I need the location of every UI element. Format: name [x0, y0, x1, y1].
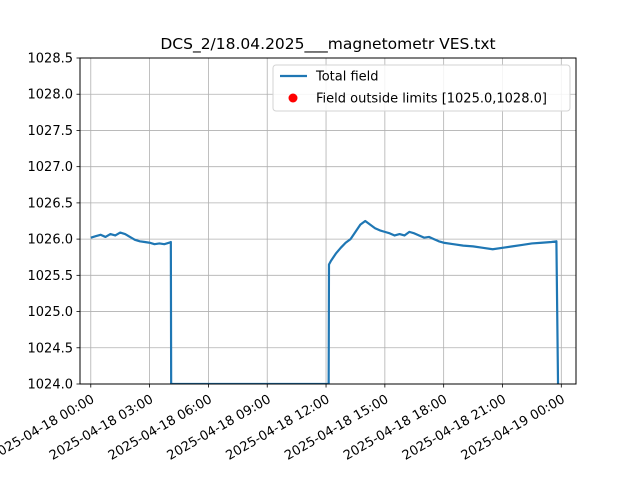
y-tick-label: 1028.0: [28, 88, 74, 103]
plot-frame: [79, 57, 577, 385]
legend-box: [272, 64, 571, 112]
y-tick-label: 1027.0: [28, 160, 74, 175]
y-axis: 1024.0 1024.5 1025.0 1025.5 1026.0 1026.5 1027…: [28, 52, 80, 393]
y-tick-label: 1025.5: [28, 269, 74, 284]
y-tick-label: 1024.5: [28, 341, 74, 356]
y-tick-label: 1026.0: [28, 233, 74, 248]
legend: Total field Field outside limits [1025.0,…: [272, 64, 571, 112]
y-tick-label: 1027.5: [28, 124, 74, 139]
legend-label: Total field: [315, 70, 379, 85]
y-tick-label: 1024.0: [28, 378, 74, 393]
y-tick-label: 1028.5: [28, 52, 74, 67]
legend-label: Field outside limits [1025.0,1028.0]: [316, 92, 547, 107]
series-total-field-line: [90, 219, 560, 384]
series-layer: [90, 219, 560, 384]
legend-marker-swatch: [288, 93, 298, 103]
y-tick-label: 1026.5: [28, 196, 74, 211]
y-tick-label: 1025.0: [28, 305, 74, 320]
chart-title: DCS_2/18.04.2025___magnetometr VES.txt: [160, 35, 495, 54]
